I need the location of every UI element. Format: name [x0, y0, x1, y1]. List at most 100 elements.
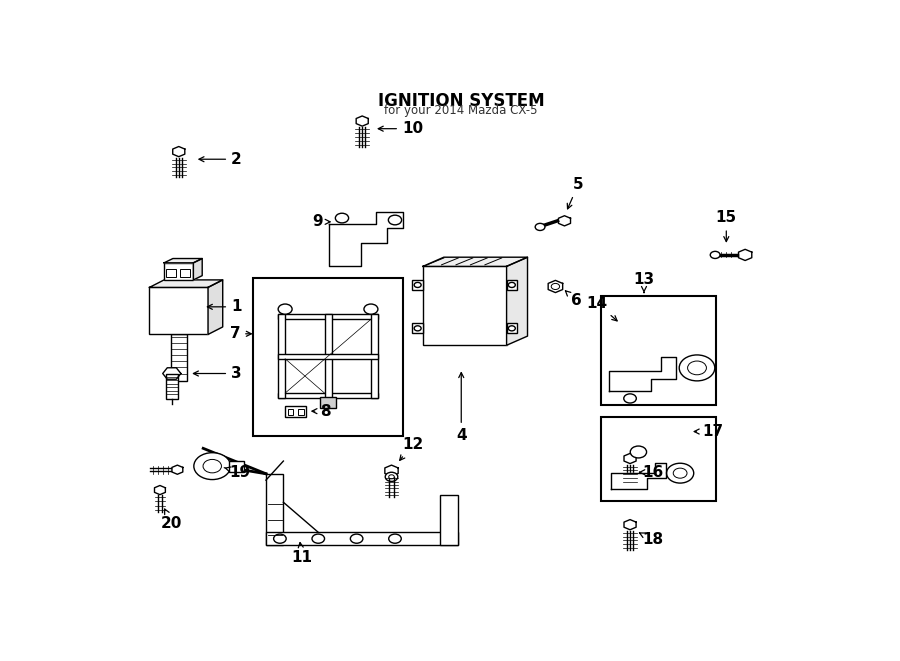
Circle shape: [536, 223, 545, 231]
Polygon shape: [624, 520, 636, 529]
Bar: [507, 280, 517, 290]
Polygon shape: [359, 127, 365, 147]
Circle shape: [551, 284, 560, 290]
Polygon shape: [609, 357, 676, 391]
Circle shape: [336, 214, 348, 223]
Bar: [166, 373, 178, 399]
Polygon shape: [208, 280, 222, 334]
Text: 6: 6: [565, 291, 581, 308]
Circle shape: [364, 304, 378, 314]
Circle shape: [673, 468, 687, 478]
Text: for your 2014 Mazda CX-5: for your 2014 Mazda CX-5: [384, 104, 538, 117]
Text: IGNITION SYSTEM: IGNITION SYSTEM: [378, 92, 544, 110]
Bar: [601, 417, 716, 501]
Bar: [412, 280, 423, 290]
Circle shape: [680, 355, 715, 381]
Polygon shape: [389, 477, 394, 496]
Polygon shape: [328, 212, 403, 266]
Text: 18: 18: [639, 533, 663, 547]
Circle shape: [624, 394, 636, 403]
Bar: [423, 266, 507, 345]
Bar: [149, 288, 208, 334]
Text: 19: 19: [224, 465, 251, 480]
Circle shape: [203, 459, 221, 473]
Circle shape: [194, 453, 230, 480]
Polygon shape: [548, 280, 562, 293]
Bar: [166, 269, 176, 278]
Bar: [278, 354, 378, 359]
Text: 7: 7: [230, 327, 251, 341]
Polygon shape: [558, 215, 571, 226]
Polygon shape: [385, 465, 398, 477]
Polygon shape: [164, 258, 202, 263]
Bar: [266, 532, 458, 545]
Text: 10: 10: [378, 121, 423, 136]
Polygon shape: [173, 147, 184, 157]
Text: 14: 14: [587, 296, 617, 321]
Polygon shape: [150, 468, 171, 471]
Polygon shape: [194, 258, 202, 280]
Circle shape: [389, 534, 401, 543]
Bar: [278, 314, 285, 398]
Polygon shape: [163, 368, 181, 379]
Bar: [171, 334, 187, 381]
Bar: [180, 269, 191, 278]
Bar: [412, 323, 423, 333]
Text: 5: 5: [567, 177, 583, 209]
Circle shape: [278, 304, 293, 314]
Text: 4: 4: [456, 373, 466, 443]
Polygon shape: [149, 280, 222, 288]
Text: 12: 12: [400, 437, 423, 460]
Text: 13: 13: [634, 272, 654, 293]
Polygon shape: [611, 463, 666, 489]
Bar: [507, 323, 517, 333]
Bar: [285, 406, 306, 417]
Text: 3: 3: [194, 366, 242, 381]
Circle shape: [508, 326, 516, 331]
Bar: [254, 278, 403, 436]
Bar: [440, 495, 458, 545]
Bar: [164, 263, 194, 280]
Circle shape: [389, 215, 401, 225]
Bar: [278, 314, 378, 319]
Bar: [278, 393, 378, 398]
Text: 11: 11: [292, 543, 312, 565]
Polygon shape: [423, 257, 527, 266]
Text: 20: 20: [161, 509, 183, 531]
Polygon shape: [158, 495, 162, 512]
Circle shape: [414, 326, 421, 331]
Bar: [601, 295, 716, 405]
Bar: [230, 461, 245, 472]
Circle shape: [274, 534, 286, 543]
Polygon shape: [627, 531, 633, 550]
Circle shape: [389, 475, 394, 479]
Circle shape: [414, 282, 421, 288]
Polygon shape: [739, 249, 752, 260]
Polygon shape: [155, 485, 166, 494]
Circle shape: [385, 472, 398, 481]
Circle shape: [630, 446, 646, 458]
Circle shape: [667, 463, 694, 483]
Bar: [325, 314, 331, 398]
Text: 2: 2: [199, 152, 242, 167]
Polygon shape: [172, 465, 183, 475]
Bar: [266, 474, 284, 545]
Polygon shape: [507, 257, 527, 345]
Bar: [371, 314, 378, 398]
Polygon shape: [624, 453, 636, 463]
Polygon shape: [627, 465, 633, 484]
Text: 8: 8: [312, 404, 331, 418]
Text: 15: 15: [716, 210, 737, 241]
Circle shape: [688, 361, 706, 375]
Bar: [298, 409, 304, 415]
Bar: [288, 409, 293, 415]
Bar: [320, 397, 337, 408]
Text: 1: 1: [207, 299, 241, 315]
Polygon shape: [176, 158, 182, 177]
Circle shape: [508, 282, 516, 288]
Text: 16: 16: [640, 465, 664, 480]
Text: 17: 17: [694, 424, 723, 439]
Circle shape: [312, 534, 325, 543]
Circle shape: [350, 534, 363, 543]
Circle shape: [710, 251, 720, 258]
